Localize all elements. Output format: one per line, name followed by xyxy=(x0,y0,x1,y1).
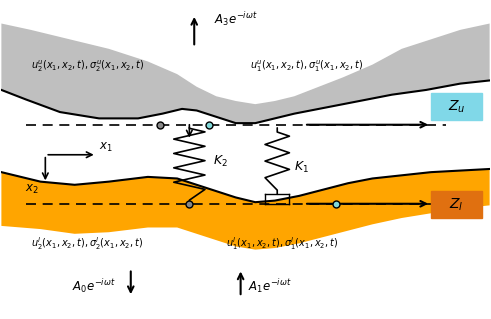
Text: $A_0 e^{-i\omega t}$: $A_0 e^{-i\omega t}$ xyxy=(72,277,116,295)
Text: $u_2^u(x_1,x_2,t), \sigma_2^u(x_1,x_2,t)$: $u_2^u(x_1,x_2,t), \sigma_2^u(x_1,x_2,t)… xyxy=(30,58,144,74)
Text: $u_1^l(x_1,x_2,t), \sigma_1^l(x_1,x_2,t)$: $u_1^l(x_1,x_2,t), \sigma_1^l(x_1,x_2,t)… xyxy=(226,235,338,252)
Text: $A_1 e^{-i\omega t}$: $A_1 e^{-i\omega t}$ xyxy=(248,277,292,295)
Text: $K_1$: $K_1$ xyxy=(294,160,309,175)
Text: $K_2$: $K_2$ xyxy=(213,153,228,169)
Text: $Z_u$: $Z_u$ xyxy=(448,98,465,115)
Text: $Z_l$: $Z_l$ xyxy=(449,196,464,212)
Bar xyxy=(431,191,482,218)
Text: $u_2^l(x_1,x_2,t), \sigma_2^l(x_1,x_2,t)$: $u_2^l(x_1,x_2,t), \sigma_2^l(x_1,x_2,t)… xyxy=(30,235,143,252)
Text: $x_1$: $x_1$ xyxy=(99,141,113,154)
Bar xyxy=(431,93,482,120)
Text: $u_1^u(x_1,x_2,t), \sigma_1^u(x_1,x_2,t)$: $u_1^u(x_1,x_2,t), \sigma_1^u(x_1,x_2,t)… xyxy=(250,58,364,74)
Polygon shape xyxy=(1,24,490,123)
Text: $A_3 e^{-i\omega t}$: $A_3 e^{-i\omega t}$ xyxy=(214,10,257,28)
Text: $x_2$: $x_2$ xyxy=(25,183,39,196)
Polygon shape xyxy=(1,169,490,250)
